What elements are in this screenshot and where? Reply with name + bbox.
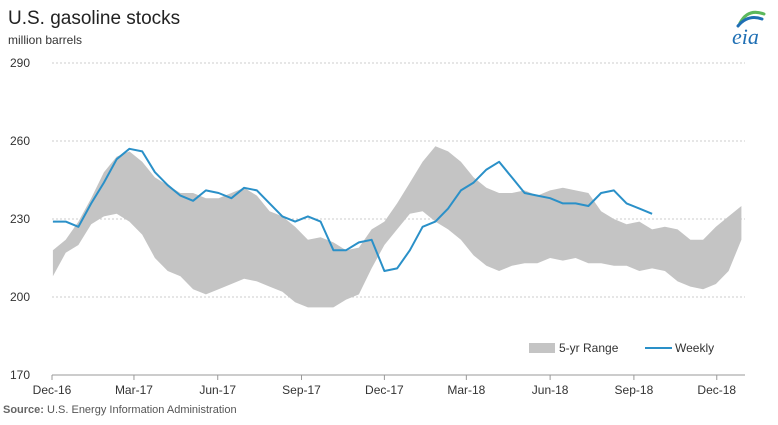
- grid-layer: [52, 62, 745, 376]
- x-axis: Dec-16 Mar-17 Jun-17 Sep-17 Dec-17 Mar-18 Jun-…: [33, 375, 736, 397]
- weekly-line: [52, 147, 653, 272]
- y-tick-label: 260: [10, 134, 30, 148]
- eia-logo: eia: [726, 6, 770, 49]
- legend: 5-yr Range Weekly: [529, 341, 714, 355]
- range-area-layer: [52, 146, 742, 308]
- legend-label-range: 5-yr Range: [559, 341, 619, 355]
- x-tick-label: Jun-17: [199, 383, 236, 397]
- y-tick-label: 200: [10, 290, 30, 304]
- x-tick-label: Dec-18: [697, 383, 736, 397]
- x-tick-label: Sep-17: [282, 383, 321, 397]
- legend-label-weekly: Weekly: [675, 341, 714, 355]
- x-tick-label: Dec-16: [33, 383, 72, 397]
- legend-swatch-range: [529, 343, 555, 353]
- chart-subtitle: million barrels: [8, 33, 83, 47]
- y-axis: 170 200 230 260 290: [10, 56, 30, 382]
- y-tick-label: 230: [10, 212, 30, 226]
- y-tick-label: 170: [10, 368, 30, 382]
- range-area: [52, 146, 742, 308]
- eia-logo-icon: eia: [732, 10, 766, 49]
- source-text: U.S. Energy Information Administration: [47, 404, 237, 416]
- y-tick-label: 290: [10, 56, 30, 70]
- x-tick-label: Sep-18: [615, 383, 654, 397]
- x-tick-label: Mar-17: [115, 383, 153, 397]
- x-tick-label: Jun-18: [532, 383, 569, 397]
- source-label: Source:: [3, 404, 44, 416]
- source-note: Source: U.S. Energy Information Administ…: [3, 404, 237, 416]
- chart-title: U.S. gasoline stocks: [8, 8, 181, 29]
- x-tick-label: Dec-17: [365, 383, 404, 397]
- logo-text: eia: [732, 24, 759, 48]
- weekly-line-layer: [52, 147, 653, 272]
- x-tick-label: Mar-18: [447, 383, 485, 397]
